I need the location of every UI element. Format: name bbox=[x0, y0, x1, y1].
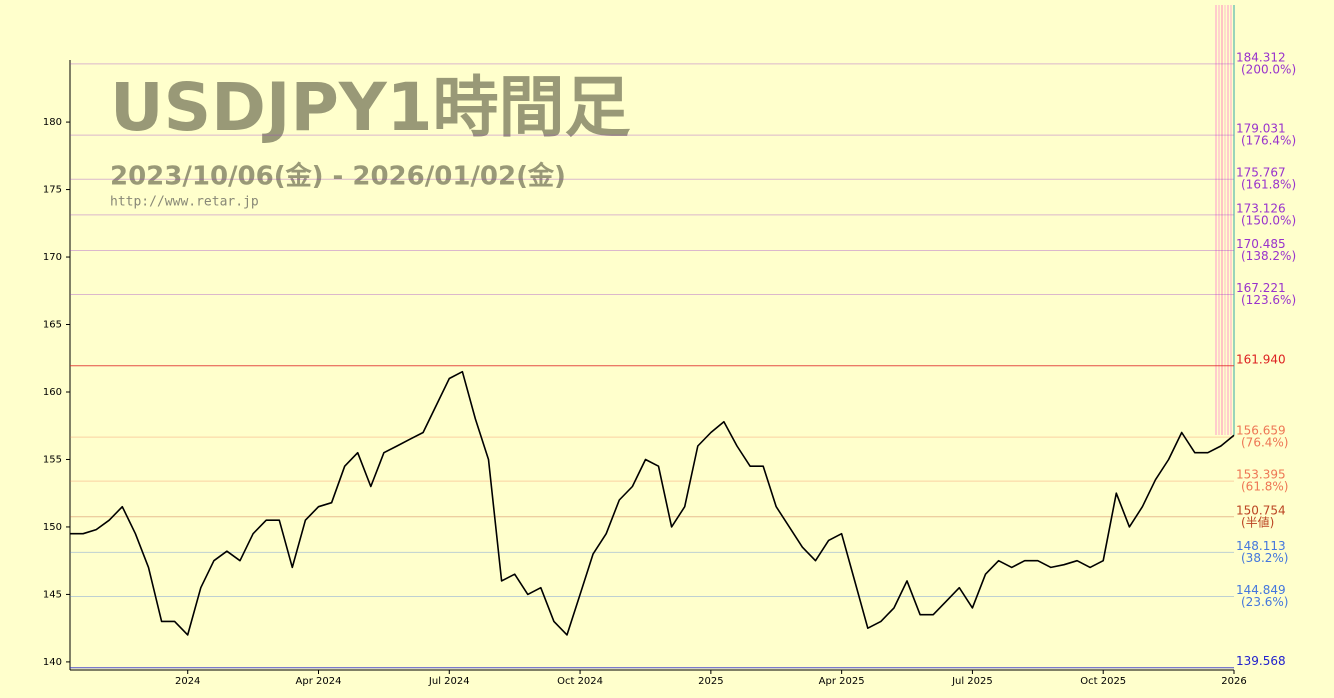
y-tick-label: 180 bbox=[43, 117, 62, 128]
level-value: 150.754 bbox=[1236, 503, 1286, 517]
level-value: 170.485 bbox=[1236, 237, 1286, 251]
y-tick-label: 160 bbox=[43, 387, 62, 398]
chart-subtitle: 2023/10/06(金) - 2026/01/02(金) bbox=[110, 161, 566, 192]
level-value: 148.113 bbox=[1236, 539, 1286, 553]
level-note: (76.4%) bbox=[1241, 436, 1288, 450]
level-note: (161.8%) bbox=[1241, 178, 1296, 192]
x-tick-label: Apr 2025 bbox=[819, 676, 865, 687]
level-note: (23.6%) bbox=[1241, 595, 1288, 609]
x-tick-label: 2026 bbox=[1221, 676, 1246, 687]
level-note: (138.2%) bbox=[1241, 249, 1296, 263]
level-note: (176.4%) bbox=[1241, 134, 1296, 148]
level-note: (123.6%) bbox=[1241, 293, 1296, 307]
url: http://www.retar.jp bbox=[110, 195, 259, 210]
price-line bbox=[70, 370, 1235, 636]
level-value: 153.395 bbox=[1236, 468, 1286, 482]
level-value: 175.767 bbox=[1236, 166, 1286, 180]
x-tick-label: Jul 2025 bbox=[951, 676, 993, 687]
level-value: 156.659 bbox=[1236, 424, 1286, 438]
level-note: (200.0%) bbox=[1241, 62, 1296, 76]
level-value: 179.031 bbox=[1236, 122, 1286, 136]
x-tick-label: Oct 2024 bbox=[557, 676, 603, 687]
chart-title: USDJPY1時間足 bbox=[110, 69, 631, 146]
x-tick-label: 2025 bbox=[698, 676, 723, 687]
level-note: (38.2%) bbox=[1241, 551, 1288, 565]
x-tick-label: Apr 2024 bbox=[296, 676, 342, 687]
level-value: 144.849 bbox=[1236, 583, 1286, 597]
y-tick-label: 155 bbox=[43, 454, 62, 465]
x-tick-label: Oct 2025 bbox=[1080, 676, 1126, 687]
level-value: 139.568 bbox=[1236, 654, 1286, 668]
x-tick-label: 2024 bbox=[175, 676, 200, 687]
level-value: 173.126 bbox=[1236, 201, 1286, 215]
level-value: 167.221 bbox=[1236, 281, 1286, 295]
x-tick-label: Jul 2024 bbox=[428, 676, 470, 687]
y-tick-label: 165 bbox=[43, 320, 62, 331]
level-note: (半値) bbox=[1241, 514, 1274, 529]
level-value: 161.940 bbox=[1236, 352, 1286, 366]
y-tick-label: 170 bbox=[43, 252, 62, 263]
y-tick-label: 140 bbox=[43, 657, 62, 668]
level-value: 184.312 bbox=[1236, 50, 1286, 64]
y-tick-label: 150 bbox=[43, 522, 62, 533]
y-tick-label: 145 bbox=[43, 589, 62, 600]
level-note: (61.8%) bbox=[1241, 480, 1288, 494]
level-note: (150.0%) bbox=[1241, 213, 1296, 227]
decoration-stripes bbox=[1215, 5, 1235, 435]
y-tick-label: 175 bbox=[43, 185, 62, 196]
